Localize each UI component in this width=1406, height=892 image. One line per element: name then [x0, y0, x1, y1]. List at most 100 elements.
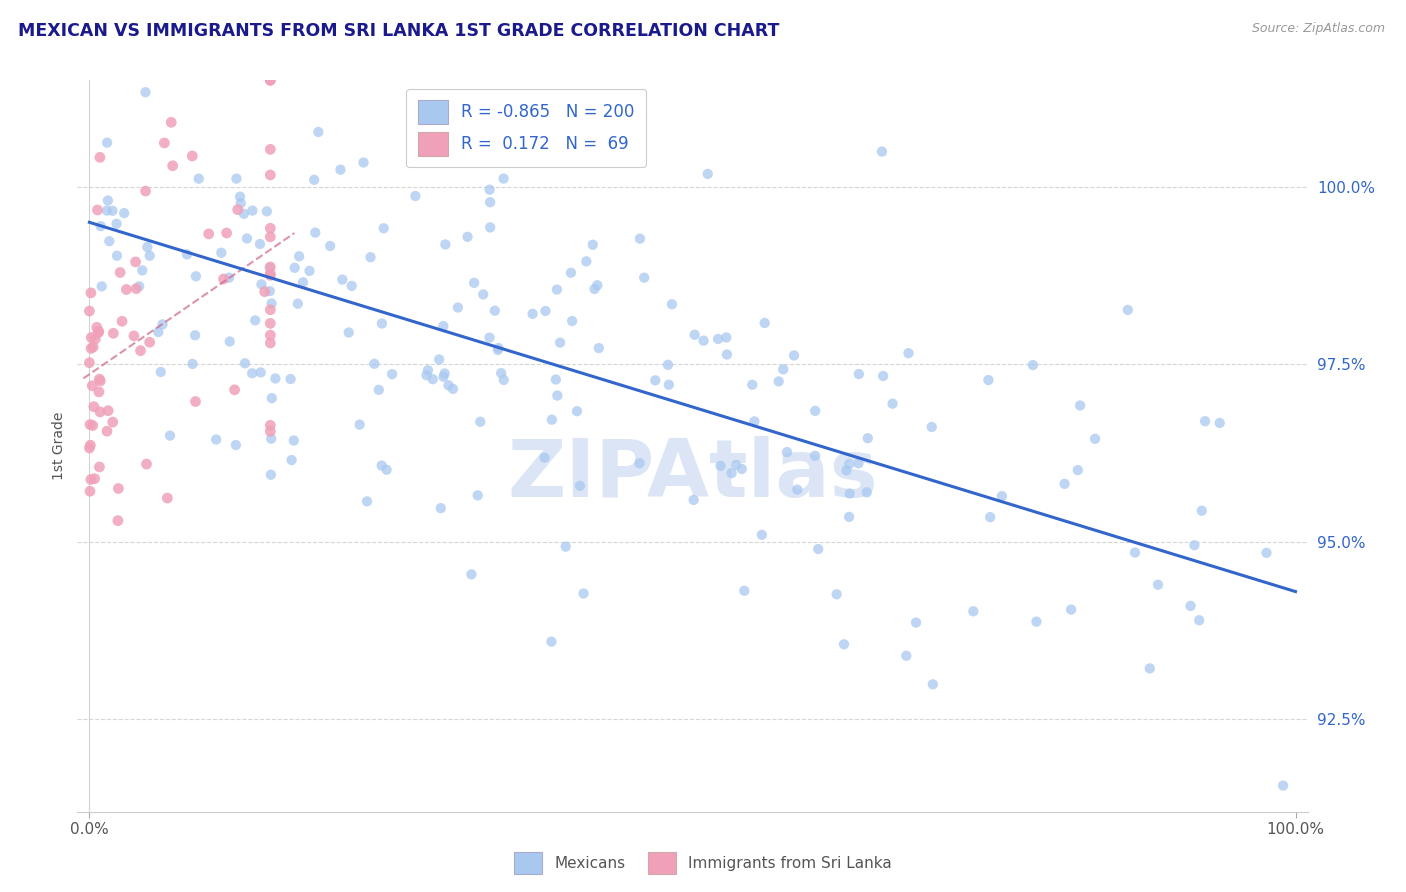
Point: [105, 217, 128, 231]
Point: [548, 335, 571, 350]
Point: [349, 417, 371, 432]
Point: [249, 365, 271, 379]
Point: [264, 371, 287, 385]
Point: [463, 276, 485, 290]
Point: [1025, 615, 1047, 629]
Point: [242, 203, 264, 218]
Point: [259, 268, 281, 283]
Point: [259, 168, 281, 182]
Point: [1022, 358, 1045, 372]
Point: [440, 139, 463, 153]
Point: [429, 501, 451, 516]
Point: [329, 162, 352, 177]
Point: [83, 472, 105, 486]
Point: [1147, 578, 1170, 592]
Point: [682, 492, 704, 507]
Point: [80, 285, 103, 300]
Point: [98, 234, 121, 248]
Point: [259, 328, 281, 343]
Point: [82, 340, 104, 354]
Point: [298, 264, 321, 278]
Point: [896, 648, 918, 663]
Point: [307, 125, 329, 139]
Point: [79, 438, 101, 452]
Point: [404, 189, 426, 203]
Point: [733, 583, 755, 598]
Point: [187, 171, 209, 186]
Point: [302, 173, 325, 187]
Text: ZIPAtlas: ZIPAtlas: [508, 436, 877, 515]
Point: [233, 356, 256, 370]
Point: [105, 249, 128, 263]
Point: [572, 586, 595, 600]
Point: [422, 372, 444, 386]
Point: [575, 254, 598, 268]
Point: [741, 377, 763, 392]
Point: [229, 196, 252, 211]
Point: [872, 368, 894, 383]
Point: [709, 458, 731, 473]
Point: [122, 329, 145, 343]
Point: [304, 226, 326, 240]
Point: [337, 326, 360, 340]
Point: [283, 434, 305, 448]
Point: [441, 382, 464, 396]
Point: [825, 587, 848, 601]
Point: [561, 314, 583, 328]
Point: [375, 463, 398, 477]
Point: [432, 319, 454, 334]
Point: [288, 249, 311, 263]
Point: [138, 249, 160, 263]
Point: [159, 428, 181, 442]
Point: [97, 194, 120, 208]
Point: [371, 317, 394, 331]
Point: [256, 204, 278, 219]
Point: [522, 307, 544, 321]
Point: [540, 634, 562, 648]
Point: [111, 314, 134, 328]
Point: [96, 203, 118, 218]
Point: [470, 415, 492, 429]
Legend: Mexicans, Immigrants from Sri Lanka: Mexicans, Immigrants from Sri Lanka: [509, 846, 897, 880]
Point: [716, 330, 738, 344]
Point: [979, 510, 1001, 524]
Point: [226, 202, 249, 217]
Point: [136, 240, 159, 254]
Point: [148, 325, 170, 339]
Point: [367, 383, 389, 397]
Point: [568, 479, 591, 493]
Point: [658, 377, 681, 392]
Point: [330, 272, 353, 286]
Point: [546, 283, 568, 297]
Point: [478, 183, 501, 197]
Point: [540, 413, 562, 427]
Point: [232, 207, 254, 221]
Point: [184, 394, 207, 409]
Point: [82, 418, 104, 433]
Point: [370, 458, 392, 473]
Point: [79, 417, 101, 432]
Point: [1069, 399, 1091, 413]
Point: [152, 318, 174, 332]
Point: [1188, 613, 1211, 627]
Point: [260, 432, 283, 446]
Point: [786, 483, 808, 497]
Y-axis label: 1st Grade: 1st Grade: [52, 412, 66, 480]
Point: [434, 237, 457, 252]
Point: [124, 255, 146, 269]
Point: [138, 335, 160, 350]
Point: [128, 279, 150, 293]
Point: [80, 342, 103, 356]
Point: [430, 131, 453, 145]
Point: [478, 331, 501, 345]
Point: [1256, 546, 1278, 560]
Point: [225, 171, 247, 186]
Point: [184, 269, 207, 284]
Point: [131, 263, 153, 277]
Point: [259, 425, 281, 439]
Point: [259, 260, 281, 274]
Point: [484, 303, 506, 318]
Point: [628, 232, 651, 246]
Point: [486, 343, 509, 357]
Point: [856, 431, 879, 445]
